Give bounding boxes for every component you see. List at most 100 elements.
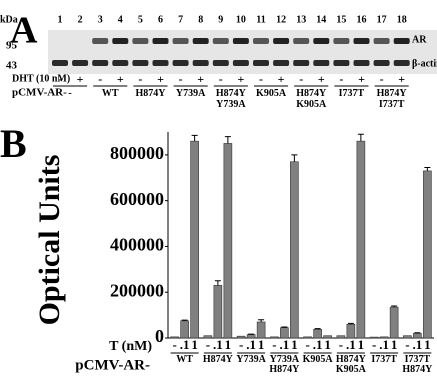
construct: Y739A bbox=[176, 88, 206, 99]
x-tick-label-line: K905A bbox=[303, 354, 334, 365]
actin-band bbox=[52, 60, 68, 66]
construct: H874YY739A bbox=[216, 88, 247, 110]
treatment: + bbox=[117, 72, 124, 86]
treatment: + bbox=[278, 72, 285, 86]
bar bbox=[257, 322, 265, 338]
ar-band bbox=[354, 38, 370, 44]
lane-number: 13 bbox=[296, 14, 306, 25]
ar-band bbox=[374, 38, 390, 44]
series-label: 1 bbox=[391, 337, 398, 352]
lane-number: 5 bbox=[138, 14, 143, 25]
ar-band bbox=[293, 38, 309, 44]
bar bbox=[370, 337, 378, 338]
treatment: + bbox=[358, 72, 365, 86]
lane-number: 7 bbox=[178, 14, 183, 25]
series-label: - bbox=[272, 337, 276, 352]
treatment: - bbox=[219, 72, 223, 86]
series-label: - bbox=[172, 337, 176, 352]
treatment: - bbox=[138, 72, 142, 86]
construct-line: H874Y bbox=[296, 88, 327, 99]
lane-number: 1 bbox=[58, 14, 63, 25]
x-tick-label: I737T bbox=[371, 354, 397, 365]
construct: H874YI737T bbox=[377, 88, 408, 110]
x-tick-label: Y739AH874Y bbox=[269, 354, 300, 375]
series-label: - bbox=[206, 337, 210, 352]
y-tick-label: 800000 bbox=[110, 143, 164, 163]
treatment: - bbox=[58, 72, 62, 86]
construct: WT bbox=[102, 88, 119, 99]
series-label: 1 bbox=[291, 337, 298, 352]
figure: A kDa 95 43 AR β-actin DHT (10 nM) pCMV-… bbox=[0, 0, 437, 380]
series-label: 1 bbox=[324, 337, 331, 352]
treatment: + bbox=[237, 72, 244, 86]
bar bbox=[423, 171, 431, 338]
y-tick-label: 400000 bbox=[110, 235, 164, 255]
bar bbox=[403, 336, 411, 338]
actin-band bbox=[273, 60, 289, 66]
bar bbox=[357, 141, 365, 338]
bar bbox=[324, 336, 332, 338]
actin-band bbox=[173, 60, 189, 66]
bar bbox=[270, 337, 278, 338]
treatment: + bbox=[197, 72, 204, 86]
lane-number: 11 bbox=[256, 14, 265, 25]
series-label: 1 bbox=[225, 337, 232, 352]
treatment: + bbox=[398, 72, 405, 86]
series-label: .1 bbox=[346, 337, 356, 352]
y-tick-label: 0 bbox=[155, 326, 164, 346]
treatment: - bbox=[259, 72, 263, 86]
construct-line: H874Y bbox=[135, 88, 166, 99]
treatment: - bbox=[339, 72, 343, 86]
bar bbox=[314, 329, 322, 338]
actin-band bbox=[132, 60, 148, 66]
band-label: AR bbox=[412, 34, 427, 45]
construct-line: WT bbox=[102, 88, 119, 99]
lane-number: 10 bbox=[236, 14, 246, 25]
bar bbox=[304, 337, 312, 338]
error-bar bbox=[424, 167, 430, 170]
construct: K905A bbox=[256, 88, 287, 99]
page: {"panel_a": {"panel_label": "A", "unit_l… bbox=[0, 0, 437, 380]
series-label: .1 bbox=[213, 337, 223, 352]
x-tick-label-line: H874Y bbox=[203, 354, 234, 365]
panel-b-label: B bbox=[0, 121, 27, 166]
lane-number: 14 bbox=[316, 14, 326, 25]
series-label: .1 bbox=[246, 337, 256, 352]
construct-line: Y739A bbox=[176, 88, 206, 99]
construct-label: pCMV-AR- bbox=[12, 87, 67, 99]
lane-number: 17 bbox=[377, 14, 387, 25]
actin-band bbox=[233, 60, 249, 66]
lane-number: 12 bbox=[276, 14, 286, 25]
ar-band bbox=[153, 38, 169, 44]
actin-band bbox=[354, 60, 370, 66]
blot bbox=[48, 30, 437, 74]
x-tick-label-line: K905A bbox=[336, 364, 367, 375]
y-axis-label: Optical Units bbox=[33, 155, 66, 326]
x-tick-label: I737TH874Y bbox=[402, 354, 433, 375]
bar bbox=[247, 335, 255, 338]
treatment: + bbox=[77, 72, 84, 86]
ar-band bbox=[213, 38, 229, 44]
construct-line: K905A bbox=[296, 99, 327, 110]
bar bbox=[171, 337, 179, 338]
ar-band bbox=[313, 38, 329, 44]
actin-band bbox=[112, 60, 128, 66]
treatment: + bbox=[318, 72, 325, 86]
marker-label: 95 bbox=[6, 40, 18, 52]
bar bbox=[237, 336, 245, 338]
error-bar bbox=[358, 134, 364, 141]
actin-band bbox=[213, 60, 229, 66]
series-label: - bbox=[239, 337, 243, 352]
bar bbox=[290, 162, 298, 338]
bar bbox=[181, 321, 189, 338]
treatment: - bbox=[179, 72, 183, 86]
ar-band bbox=[394, 38, 410, 44]
bar bbox=[390, 307, 398, 338]
x-tick-label: K905A bbox=[303, 354, 334, 365]
construct-line: H874Y bbox=[216, 88, 247, 99]
lane-number: 6 bbox=[158, 14, 163, 25]
actin-band bbox=[374, 60, 390, 66]
lane-number: 9 bbox=[218, 14, 223, 25]
x-axis-label: pCMV-AR- bbox=[75, 357, 150, 373]
actin-band bbox=[153, 60, 169, 66]
